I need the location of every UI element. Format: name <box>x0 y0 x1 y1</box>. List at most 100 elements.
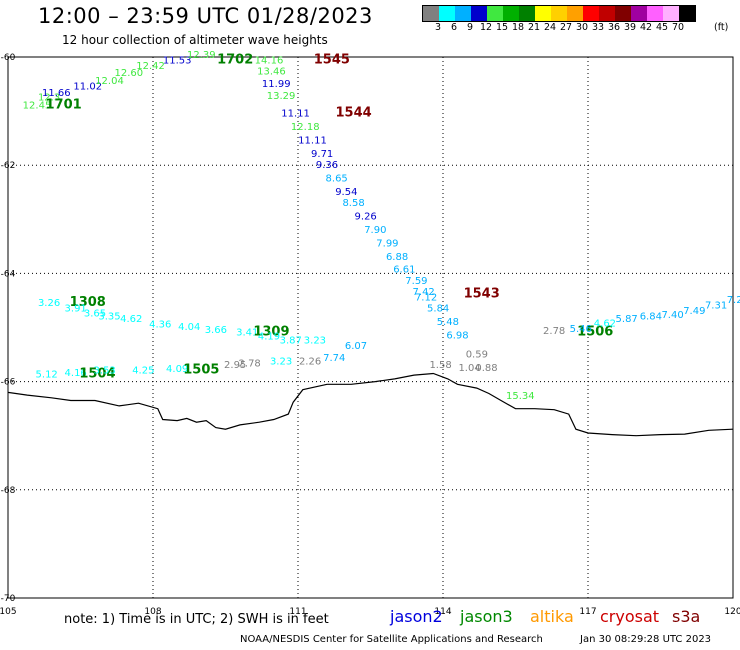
pass-time-label: 1544 <box>335 106 371 121</box>
legend-swatch <box>631 6 647 21</box>
legend-tick-label: 24 <box>543 22 557 33</box>
credit-text: NOAA/NESDIS Center for Satellite Applica… <box>240 634 543 645</box>
satellite-altika: altika <box>530 607 574 626</box>
wave-height-value: 4.25 <box>132 365 154 376</box>
wave-height-value: 12.18 <box>291 122 320 133</box>
wave-height-value: 0.88 <box>475 363 497 374</box>
wave-height-value: 9.36 <box>316 160 338 171</box>
wave-height-value: 7.74 <box>323 353 345 364</box>
timestamp-text: Jan 30 08:29:28 UTC 2023 <box>580 634 712 645</box>
legend-swatch <box>615 6 631 21</box>
legend-tick-label: 6 <box>450 22 458 33</box>
wave-height-value: 4.04 <box>178 322 200 333</box>
legend-tick-label: 15 <box>495 22 509 33</box>
wave-height-value: 3.91 <box>65 303 87 314</box>
legend-tick-label: 3 <box>434 22 442 33</box>
wave-height-value: 12.60 <box>115 68 144 79</box>
wave-height-value: 13.46 <box>257 66 286 77</box>
legend-tick-label: 30 <box>575 22 589 33</box>
satellite-cryosat: cryosat <box>600 607 660 626</box>
wave-height-value: 7.90 <box>364 225 386 236</box>
map-frame <box>7 56 734 599</box>
wave-height-value: 7.59 <box>405 276 427 287</box>
wave-height-value: 11.11 <box>298 136 327 147</box>
wave-height-value: 8.65 <box>326 173 348 184</box>
satellite-jason3: jason3 <box>460 607 513 626</box>
legend-swatch <box>455 6 471 21</box>
wave-height-value: 14.16 <box>255 55 284 66</box>
pass-time-label: 1701 <box>45 97 81 112</box>
color-legend <box>422 5 696 22</box>
legend-swatch <box>423 6 439 21</box>
pass-time-label: 1543 <box>464 287 500 302</box>
legend-swatch <box>583 6 599 21</box>
legend-swatch <box>471 6 487 21</box>
wave-height-value: 4.16 <box>65 368 87 379</box>
longitude-tick-label: 108 <box>144 607 161 617</box>
legend-tick-label: 18 <box>511 22 525 33</box>
wave-height-value: 5.46 <box>570 324 592 335</box>
wave-height-value: 4.36 <box>149 320 171 331</box>
wave-height-value: 6.88 <box>386 252 408 263</box>
wave-height-value: 11.53 <box>163 55 192 66</box>
wave-height-value: 4.19 <box>258 331 280 342</box>
wave-height-value: 3.65 <box>84 309 106 320</box>
wave-height-value: 11.11 <box>281 109 310 120</box>
wave-height-value: 7.99 <box>376 238 398 249</box>
wave-height-value: 5.84 <box>427 303 449 314</box>
wave-height-value: 7.42 <box>413 287 435 298</box>
pass-time-label: 1545 <box>314 52 350 67</box>
legend-tick-label: 27 <box>559 22 573 33</box>
wave-height-value: 7.12 <box>415 292 437 303</box>
wave-height-value: 9.71 <box>311 149 333 160</box>
page-subtitle: 12 hour collection of altimeter wave hei… <box>62 33 328 47</box>
wave-height-value: 6.07 <box>345 341 367 352</box>
legend-swatch <box>535 6 551 21</box>
legend-tick-label: 42 <box>639 22 653 33</box>
wave-height-value: 13.29 <box>267 91 296 102</box>
wave-height-value: 12.3 <box>38 92 60 103</box>
wave-height-value: 4.62 <box>120 314 142 325</box>
pass-time-label: 1506 <box>577 325 613 340</box>
wave-height-value: 3.23 <box>270 356 292 367</box>
antarctic-coastline <box>7 372 734 437</box>
wave-height-value: 15.34 <box>506 391 535 402</box>
wave-height-value: 7.22 <box>727 295 740 306</box>
wave-height-value: 3.41 <box>236 328 258 339</box>
legend-tick-label: 21 <box>527 22 541 33</box>
pass-time-label: 1702 <box>217 52 253 67</box>
wave-height-value: 1.04 <box>458 363 480 374</box>
legend-tick-label: 45 <box>655 22 669 33</box>
legend-swatch <box>679 6 695 21</box>
wave-height-value: 7.31 <box>705 301 727 312</box>
pass-time-label: 1308 <box>70 295 106 310</box>
legend-swatch <box>663 6 679 21</box>
pass-time-label: 1504 <box>79 366 115 381</box>
legend-tick-label: 36 <box>607 22 621 33</box>
wave-height-value: 3.53 <box>94 365 116 376</box>
longitude-tick-label: 114 <box>434 607 451 617</box>
wave-height-value: 0.59 <box>466 349 488 360</box>
wave-height-value: 12.39 <box>187 50 216 61</box>
legend-tick-label: 9 <box>466 22 474 33</box>
legend-swatch <box>551 6 567 21</box>
wave-height-value: 5.87 <box>616 314 638 325</box>
legend-swatch <box>599 6 615 21</box>
longitude-tick-label: 105 <box>0 607 17 617</box>
legend-tick-label: 12 <box>479 22 493 33</box>
longitude-tick-label: 117 <box>579 607 596 617</box>
longitude-tick-label: 120 <box>724 607 740 617</box>
legend-swatch <box>519 6 535 21</box>
wave-height-value: 3.26 <box>38 298 60 309</box>
wave-height-value: 3.23 <box>304 336 326 347</box>
wave-height-value: 4.09 <box>166 364 188 375</box>
page-title: 12:00 – 23:59 UTC 01/28/2023 <box>38 4 373 28</box>
wave-height-value: 11.02 <box>73 81 102 92</box>
pass-time-label: 1505 <box>183 362 219 377</box>
wave-height-value: 2.95 <box>224 360 246 371</box>
wave-height-value: 12.42 <box>136 61 165 72</box>
wave-height-value: 9.54 <box>335 187 357 198</box>
satellite-s3a: s3a <box>672 607 701 626</box>
wave-height-value: 11.66 <box>42 88 71 99</box>
